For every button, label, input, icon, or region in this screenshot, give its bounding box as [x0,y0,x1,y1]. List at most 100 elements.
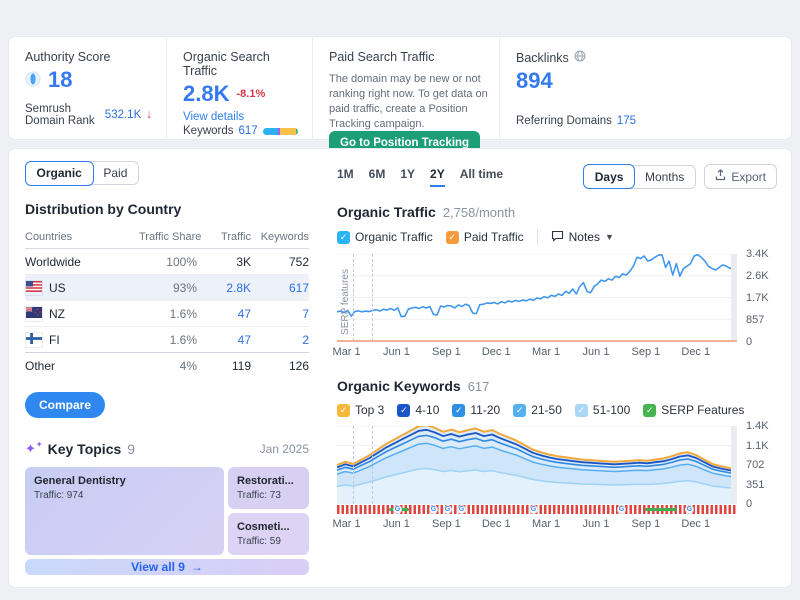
date-range-tabs: 1M 6M 1Y 2Y All time [337,167,503,187]
checkbox-11-20[interactable]: ✓ [452,403,466,417]
organic-traffic-chart[interactable]: SERP features 0 857 1.7K 2.6K 3.4K Mar 1 Jun … [333,248,777,361]
paid-traffic-title: Paid Search Traffic [329,50,435,64]
range-tab-6m[interactable]: 6M [368,166,386,181]
topic-tile-general-dentistry[interactable]: General Dentistry Traffic: 974 [25,467,224,555]
country-row-nz[interactable]: NZ 1.6% 47 7 [25,301,309,327]
legend-paid-traffic[interactable]: ✓ Paid Traffic [445,230,524,244]
sparkles-icon: ✦✦ [25,440,43,456]
organic-keywords-chart-title: Organic Keywords 617 [337,378,490,394]
key-topics-date: Jan 2025 [259,441,309,456]
boundary-line-Top 3 [337,426,737,471]
view-all-topics-button[interactable]: View all 9 → [25,559,309,575]
organic-paid-toggle: Organic Paid [24,160,140,186]
view-details-link[interactable]: View details [183,111,245,123]
organic-traffic-title: Organic Search Traffic [183,50,270,78]
serp-feature-marker-line [353,426,354,504]
notes-icon [551,230,564,245]
legend-51-100[interactable]: ✓ 51-100 [574,403,630,417]
checkbox-serp-features[interactable]: ✓ [643,403,657,417]
keywords-chart-legend: ✓ Top 3 ✓ 4-10 ✓ 11-20 ✓ 21-50 ✓ 51-100 ✓ SERP Feat… [337,403,777,417]
tab-paid[interactable]: Paid [92,162,139,184]
legend-organic-traffic[interactable]: ✓ Organic Traffic [337,230,433,244]
checkbox-paid-traffic[interactable]: ✓ [445,230,459,244]
referring-domains-count[interactable]: 175 [616,115,637,127]
topic-tile-cosmetic[interactable]: Cosmeti... Traffic: 59 [228,513,309,555]
header-countries: Countries [25,231,73,243]
key-topics-count: 9 [127,440,136,457]
x-tick-label: Jun 1 [383,518,410,530]
globe-icon [574,50,586,65]
tab-organic[interactable]: Organic [24,160,94,186]
range-tab-1y[interactable]: 1Y [400,166,416,181]
keywords-count[interactable]: 617 [238,125,258,137]
x-tick-label: Jun 1 [383,346,410,358]
toggle-months[interactable]: Months [633,165,696,188]
metrics-summary-card: Authority Score 18 Semrush Domain Rank 5… [8,36,792,156]
google-serp-icon: G [685,505,694,514]
serp-feature-marker-line [353,254,354,341]
organic-traffic-value-row: 2.8K -8.1% [183,83,298,105]
authority-score-value: 18 [48,67,73,92]
country-row-worldwide[interactable]: Worldwide 100% 3K 752 [25,249,309,275]
country-row-fi[interactable]: FI 1.6% 47 2 [25,327,309,353]
country-row-other[interactable]: Other 4% 119 126 [25,352,309,378]
organic-search-traffic-section: Organic Search Traffic 2.8K -8.1% View d… [166,37,312,139]
keywords-footer: Keywords 617 [183,125,298,137]
authority-score-section: Authority Score 18 Semrush Domain Rank 5… [9,37,166,139]
backlinks-title: Backlinks [516,50,569,65]
x-tick-label: Dec 1 [681,518,711,530]
x-tick-label: Dec 1 [681,346,711,358]
country-table: Countries Traffic Share Traffic Keywords… [25,226,309,378]
range-tab-2y[interactable]: 2Y [430,167,445,187]
kw-bar-segment [277,127,281,135]
compare-button[interactable]: Compare [25,392,106,418]
legend-serp-features[interactable]: ✓ SERP Features [643,403,744,417]
organic-traffic-chart-title: Organic Traffic 2,758/month [337,204,516,220]
x-tick-label: Sep 1 [431,518,461,530]
boundary-line-4-10 [337,428,737,473]
legend-21-50[interactable]: ✓ 21-50 [513,403,562,417]
traffic-chart-legend: ✓ Organic Traffic ✓ Paid Traffic Notes ▼ [337,229,777,245]
checkbox-top-3[interactable]: ✓ [337,403,350,417]
boundary-line-11-20 [337,434,737,475]
export-button[interactable]: Export [704,164,777,189]
flag-nz-icon [25,305,43,322]
header-traffic: Traffic [221,231,251,243]
x-tick-label: Jun 1 [582,518,610,530]
range-tab-1m[interactable]: 1M [337,166,354,181]
y-tick-label: 857 [746,314,765,326]
domain-rank-label: Semrush Domain Rank [25,103,95,127]
range-tab-all-time[interactable]: All time [459,166,504,181]
notes-dropdown[interactable]: Notes ▼ [551,230,614,245]
checkbox-organic-traffic[interactable]: ✓ [337,230,350,244]
checkbox-21-50[interactable]: ✓ [513,403,527,417]
legend-top-3[interactable]: ✓ Top 3 [337,403,384,417]
authority-gauge-icon [25,69,41,91]
x-tick-label: Dec 1 [481,518,511,530]
x-tick-label: Mar 1 [332,346,361,358]
left-panel: Organic Paid Distribution by Country Cou… [9,149,323,587]
serp-feature-marker-line [372,254,374,341]
google-serp-icon: G [393,505,402,514]
domain-rank-value[interactable]: 532.1K [104,109,142,121]
header-keywords: Keywords [260,231,309,243]
kw-bar-segment [296,127,298,135]
traffic-y-axis: 0 857 1.7K 2.6K 3.4K [737,248,777,348]
checkbox-51-100[interactable]: ✓ [574,403,588,417]
kw-bar-segment [280,127,297,135]
header-traffic-share: Traffic Share [139,231,202,243]
legend-11-20[interactable]: ✓ 11-20 [452,403,500,417]
country-row-us[interactable]: US 93% 2.8K 617 [25,275,309,301]
legend-4-10[interactable]: ✓ 4-10 [397,403,439,417]
kw-bar-segment [262,127,278,135]
toggle-days[interactable]: Days [582,164,636,189]
checkbox-4-10[interactable]: ✓ [397,403,411,417]
main-panel-card: Organic Paid Distribution by Country Cou… [8,148,792,588]
y-tick-label: 702 [746,459,765,471]
topic-tile-restorative[interactable]: Restorati... Traffic: 73 [228,467,309,509]
key-topics-header: ✦✦ Key Topics 9 Jan 2025 [25,440,309,457]
x-tick-label: Mar 1 [532,518,561,530]
country-table-header: Countries Traffic Share Traffic Keywords [25,226,309,249]
